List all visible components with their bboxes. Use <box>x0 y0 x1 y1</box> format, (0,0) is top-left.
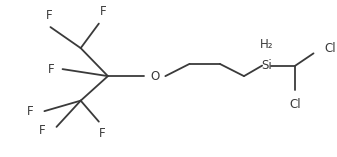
Text: F: F <box>27 105 34 118</box>
Text: Cl: Cl <box>324 43 336 55</box>
Text: F: F <box>39 124 46 137</box>
Text: F: F <box>100 5 107 18</box>
Text: F: F <box>49 63 55 76</box>
Text: Si: Si <box>261 59 272 72</box>
Text: F: F <box>98 127 105 140</box>
Text: O: O <box>150 70 159 83</box>
Text: Cl: Cl <box>289 98 301 111</box>
Text: F: F <box>45 9 52 22</box>
Text: H₂: H₂ <box>260 38 273 51</box>
